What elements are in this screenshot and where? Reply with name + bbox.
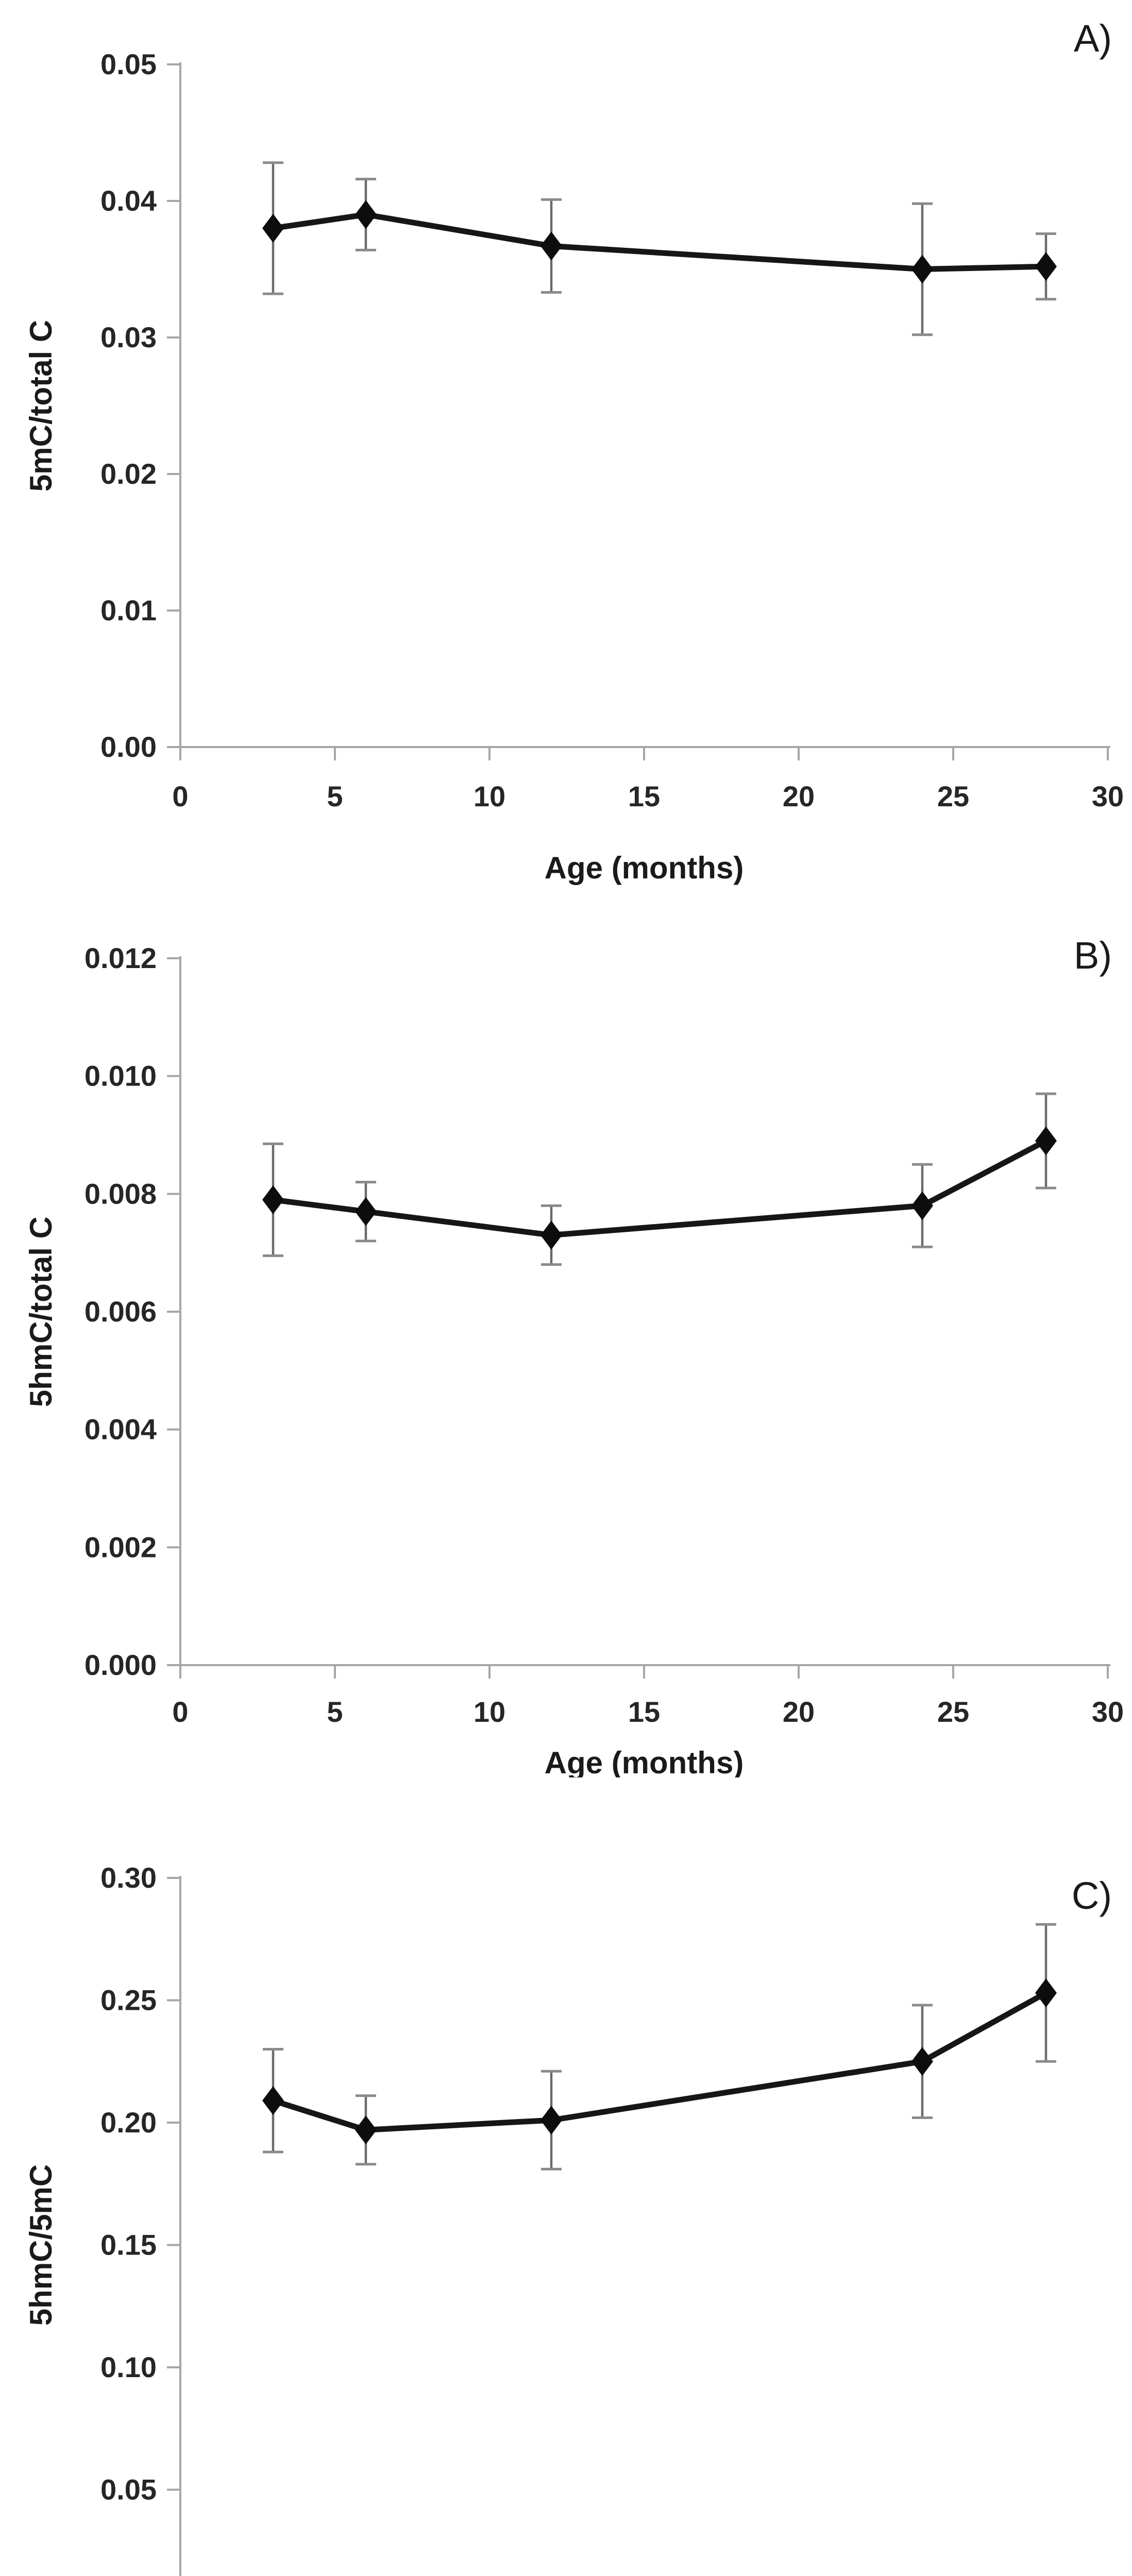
y-tick-label: 0.02 bbox=[100, 457, 157, 490]
series-line bbox=[270, 212, 1049, 272]
data-point-marker bbox=[911, 1191, 933, 1221]
x-tick-label: 30 bbox=[1092, 1696, 1124, 1728]
panel-label: A) bbox=[1074, 17, 1112, 60]
x-axis-title: Age (months) bbox=[545, 851, 744, 885]
data-point-marker bbox=[262, 2086, 284, 2115]
y-tick-label: 0.15 bbox=[100, 2229, 157, 2261]
y-axis-title: 5hmC/total C bbox=[24, 1216, 58, 1407]
x-tick-label: 0 bbox=[172, 1696, 188, 1728]
series-line bbox=[270, 1138, 1049, 1238]
y-tick-label: 0.25 bbox=[100, 1984, 157, 2016]
y-tick-label: 0.008 bbox=[85, 1177, 157, 1210]
x-tick-label: 5 bbox=[327, 1696, 343, 1728]
panel-label: B) bbox=[1074, 934, 1112, 977]
panel-label: C) bbox=[1072, 1874, 1112, 1917]
data-point-marker bbox=[1035, 252, 1057, 281]
data-point-marker bbox=[262, 214, 284, 243]
x-tick-label: 15 bbox=[628, 780, 660, 812]
x-tick-label: 10 bbox=[474, 1696, 505, 1728]
chart-canvas-c: 0.000.050.100.150.200.250.30051015202530… bbox=[24, 1861, 1112, 2576]
y-tick-label: 0.10 bbox=[100, 2351, 157, 2383]
data-point-marker bbox=[262, 1185, 284, 1214]
y-tick-label: 0.05 bbox=[100, 2473, 157, 2506]
data-point-marker bbox=[1035, 1978, 1057, 2008]
data-point-marker bbox=[355, 200, 377, 229]
y-tick-label: 0.30 bbox=[100, 1861, 157, 1894]
x-tick-label: 20 bbox=[783, 780, 815, 812]
panel-a: 0.00 0.01 0.02 0.03 0.04 0.05 0 5 10 15 20 25 30 5mC/… bbox=[0, 0, 1132, 902]
x-tick-label: 25 bbox=[937, 780, 969, 812]
x-tick-label: 5 bbox=[327, 780, 343, 812]
x-tick-label: 15 bbox=[628, 1696, 660, 1728]
x-tick-label: 0 bbox=[172, 780, 188, 812]
x-tick-label: 20 bbox=[783, 1696, 815, 1728]
x-tick-label: 10 bbox=[474, 780, 505, 812]
y-tick-label: 0.012 bbox=[85, 942, 157, 974]
data-point-marker bbox=[540, 231, 562, 261]
y-tick-label: 0.01 bbox=[100, 594, 157, 626]
data-point-marker bbox=[540, 1221, 562, 1250]
y-tick-label: 0.04 bbox=[100, 184, 157, 217]
data-point-marker bbox=[1035, 1126, 1057, 1156]
chart-canvas-a: 0.00 0.01 0.02 0.03 0.04 0.05 0 5 10 15 20 25 30 5mC/… bbox=[24, 17, 1124, 885]
data-point-marker bbox=[911, 255, 933, 284]
data-point-marker bbox=[911, 2047, 933, 2076]
y-tick-label: 0.05 bbox=[100, 48, 157, 80]
y-tick-label: 0.03 bbox=[100, 321, 157, 353]
y-tick-label: 0.004 bbox=[85, 1413, 157, 1446]
x-tick-label: 30 bbox=[1092, 780, 1124, 812]
panel-c: 0.000.050.100.150.200.250.30051015202530… bbox=[0, 1777, 1132, 2576]
x-axis-title: Age (months) bbox=[545, 1745, 744, 1777]
panel-b: 0.000 0.002 0.004 0.006 0.008 0.010 0.012 0 5 10 1… bbox=[0, 902, 1132, 1777]
y-axis-title: 5hmC/5mC bbox=[24, 2164, 58, 2326]
y-tick-label: 0.20 bbox=[100, 2106, 157, 2139]
y-tick-label: 0.00 bbox=[100, 731, 157, 763]
data-point-marker bbox=[355, 2115, 377, 2145]
y-tick-label: 0.010 bbox=[85, 1060, 157, 1092]
y-tick-label: 0.000 bbox=[85, 1649, 157, 1681]
chart-canvas-b: 0.000 0.002 0.004 0.006 0.008 0.010 0.012 0 5 10 1… bbox=[24, 934, 1124, 1777]
y-axis-title: 5mC/total C bbox=[24, 320, 58, 492]
data-point-marker bbox=[540, 2106, 562, 2135]
y-tick-label: 0.002 bbox=[85, 1531, 157, 1563]
data-point-marker bbox=[355, 1197, 377, 1226]
x-tick-label: 25 bbox=[937, 1696, 969, 1728]
y-tick-label: 0.006 bbox=[85, 1295, 157, 1328]
